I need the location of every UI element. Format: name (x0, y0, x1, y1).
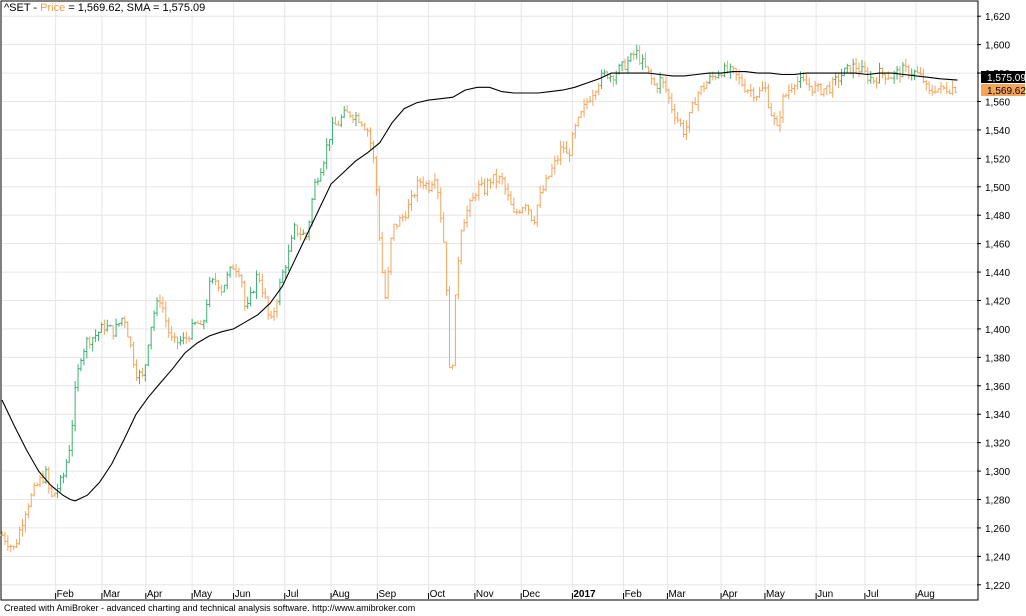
sma-line (1, 71, 958, 502)
x-tick-label: Aug (332, 589, 350, 600)
sma-badge (981, 71, 1025, 83)
y-tick-label: 1,260 (985, 524, 1010, 535)
x-tick-label: Apr (147, 589, 163, 600)
y-tick-label: 1,460 (985, 240, 1010, 251)
y-tick-label: 1,620 (985, 12, 1010, 23)
y-axis: 1,220 1,240 1,260 1,280 1,300 1,320 1,340 1,360… (977, 12, 1010, 592)
sma-polyline (1, 71, 958, 502)
x-tick-label: Jul (286, 589, 299, 600)
x-tick-label: Sep (378, 589, 396, 600)
x-tick-label: Oct (430, 589, 446, 600)
chart-title-price-value: = 1,569.62, (65, 2, 127, 14)
y-tick-label: 1,400 (985, 325, 1010, 336)
x-tick-label: May (766, 589, 785, 600)
y-tick-label: 1,420 (985, 297, 1010, 308)
y-tick-label: 1,500 (985, 183, 1010, 194)
chart-title-price-label: Price (40, 2, 66, 14)
sma-badge-text: 1,575.09 (987, 73, 1026, 84)
y-tick-label: 1,240 (985, 552, 1010, 563)
x-tick-label: May (193, 589, 212, 600)
chart-title-symbol: ^SET - (4, 2, 41, 14)
price-bars (0, 44, 958, 553)
y-tick-label: 1,340 (985, 410, 1010, 421)
y-tick-label: 1,360 (985, 382, 1010, 393)
y-tick-label: 1,280 (985, 496, 1010, 507)
x-tick-label: Dec (522, 589, 540, 600)
x-axis: Feb Mar Apr May Jun Jul Aug Sep Oct Nov Dec 2017 Feb… (55, 589, 935, 600)
y-tick-label: 1,440 (985, 268, 1010, 279)
y-tick-label: 1,560 (985, 98, 1010, 109)
x-tick-label: Apr (722, 589, 738, 600)
price-badge (981, 84, 1025, 96)
y-tick-label: 1,600 (985, 41, 1010, 52)
x-tick-label: Jun (817, 589, 833, 600)
chart-title: ^SET - Price = 1,569.62, SMA = 1,575.09 (4, 2, 205, 14)
x-tick-label: Mar (668, 589, 686, 600)
value-badges: 1,575.09 1,569.62 (981, 71, 1026, 97)
y-tick-label: 1,380 (985, 353, 1010, 364)
x-tick-label: Feb (57, 589, 75, 600)
y-tick-label: 1,300 (985, 467, 1010, 478)
x-tick-label: Jul (866, 589, 879, 600)
x-tick-label: Nov (476, 589, 494, 600)
x-tick-label: Mar (103, 589, 121, 600)
price-badge-text: 1,569.62 (987, 86, 1026, 97)
y-tick-label: 1,480 (985, 211, 1010, 222)
y-tick-label: 1,220 (985, 581, 1010, 592)
x-tick-label: Jun (235, 589, 251, 600)
x-tick-label: 2017 (573, 589, 596, 600)
y-tick-label: 1,520 (985, 154, 1010, 165)
chart-title-sma: SMA = 1,575.09 (126, 2, 206, 14)
y-tick-label: 1,320 (985, 439, 1010, 450)
y-tick-label: 1,540 (985, 126, 1010, 137)
grid-lines (2, 2, 977, 599)
x-tick-label: Aug (917, 589, 935, 600)
footer-credit: Created with AmiBroker - advanced charti… (4, 603, 416, 613)
x-tick-label: Feb (625, 589, 643, 600)
